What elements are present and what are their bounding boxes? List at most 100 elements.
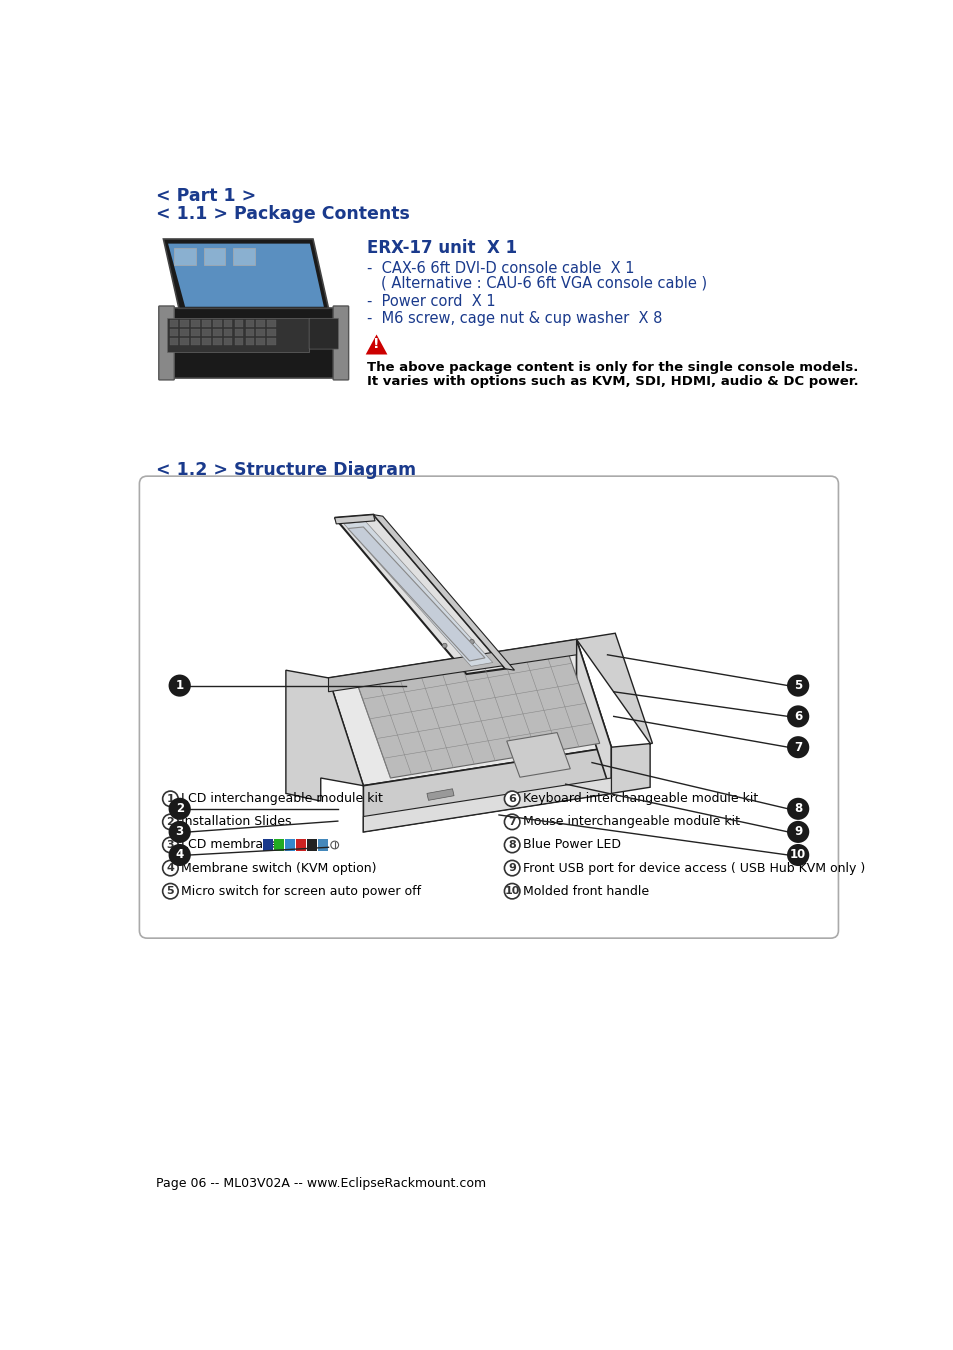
Text: ( Alternative : CAU-6 6ft VGA console cable ): ( Alternative : CAU-6 6ft VGA console ca… [381, 275, 706, 292]
Circle shape [162, 814, 178, 830]
Text: 1: 1 [167, 794, 174, 803]
Polygon shape [335, 514, 375, 524]
FancyBboxPatch shape [317, 838, 328, 850]
Text: -  Power cord  X 1: - Power cord X 1 [367, 294, 496, 309]
FancyBboxPatch shape [163, 308, 344, 378]
FancyBboxPatch shape [224, 339, 233, 346]
FancyBboxPatch shape [307, 838, 316, 850]
Circle shape [787, 799, 807, 819]
FancyBboxPatch shape [233, 248, 254, 265]
Polygon shape [373, 514, 514, 670]
Polygon shape [427, 788, 454, 801]
Polygon shape [286, 670, 363, 801]
Text: Installation Slides: Installation Slides [181, 815, 292, 829]
Text: Micro switch for screen auto power off: Micro switch for screen auto power off [181, 884, 421, 898]
Circle shape [162, 791, 178, 806]
FancyBboxPatch shape [224, 329, 233, 336]
Text: 2: 2 [175, 802, 184, 815]
Text: 9: 9 [508, 863, 516, 873]
Polygon shape [365, 335, 387, 355]
Text: 8: 8 [793, 802, 801, 815]
FancyBboxPatch shape [180, 329, 189, 336]
Text: Keyboard interchangeable module kit: Keyboard interchangeable module kit [522, 792, 758, 806]
Text: 10: 10 [789, 849, 805, 861]
FancyBboxPatch shape [170, 329, 178, 336]
FancyBboxPatch shape [202, 320, 211, 327]
Text: < 1.1 > Package Contents: < 1.1 > Package Contents [156, 205, 410, 223]
Text: 6: 6 [793, 710, 801, 722]
Circle shape [162, 860, 178, 876]
FancyBboxPatch shape [213, 320, 221, 327]
Polygon shape [328, 640, 576, 691]
Text: ERX-17 unit  X 1: ERX-17 unit X 1 [367, 239, 517, 256]
Text: 10: 10 [504, 886, 519, 896]
Text: The above package content is only for the single console models.: The above package content is only for th… [367, 360, 858, 374]
FancyBboxPatch shape [309, 319, 338, 350]
Text: LCD membrane: LCD membrane [181, 838, 278, 852]
Text: Mouse interchangeable module kit: Mouse interchangeable module kit [522, 815, 740, 829]
Text: 4: 4 [175, 849, 184, 861]
FancyBboxPatch shape [180, 320, 189, 327]
Text: 3: 3 [175, 825, 184, 838]
FancyBboxPatch shape [333, 306, 348, 379]
FancyBboxPatch shape [204, 248, 225, 265]
Text: 2: 2 [167, 817, 174, 828]
FancyBboxPatch shape [295, 838, 306, 850]
Text: !: ! [373, 338, 379, 351]
Circle shape [504, 837, 519, 853]
FancyBboxPatch shape [245, 320, 253, 327]
FancyBboxPatch shape [245, 339, 253, 346]
FancyBboxPatch shape [245, 329, 253, 336]
Polygon shape [576, 640, 611, 794]
Polygon shape [328, 640, 611, 786]
FancyBboxPatch shape [174, 248, 195, 265]
Polygon shape [363, 747, 611, 832]
Text: Front USB port for device access ( USB Hub KVM only ): Front USB port for device access ( USB H… [522, 861, 864, 875]
FancyBboxPatch shape [167, 317, 309, 352]
FancyBboxPatch shape [256, 320, 265, 327]
FancyBboxPatch shape [192, 339, 199, 346]
Polygon shape [348, 526, 484, 662]
FancyBboxPatch shape [170, 339, 178, 346]
FancyBboxPatch shape [158, 306, 174, 379]
Polygon shape [335, 514, 505, 674]
Text: 3: 3 [167, 840, 174, 850]
Text: 9: 9 [793, 825, 801, 838]
Text: < 1.2 > Structure Diagram: < 1.2 > Structure Diagram [156, 460, 416, 479]
Text: -  CAX-6 6ft DVI-D console cable  X 1: - CAX-6 6ft DVI-D console cable X 1 [367, 261, 634, 275]
FancyBboxPatch shape [267, 320, 275, 327]
Circle shape [162, 837, 178, 853]
Text: Molded front handle: Molded front handle [522, 884, 648, 898]
FancyBboxPatch shape [267, 329, 275, 336]
FancyBboxPatch shape [202, 329, 211, 336]
Circle shape [787, 737, 807, 757]
Text: -  M6 screw, cage nut & cup washer  X 8: - M6 screw, cage nut & cup washer X 8 [367, 312, 662, 327]
Circle shape [442, 643, 447, 648]
FancyBboxPatch shape [274, 838, 284, 850]
Circle shape [504, 814, 519, 830]
Circle shape [469, 640, 474, 644]
Circle shape [787, 706, 807, 726]
Text: 4: 4 [166, 863, 174, 873]
Polygon shape [344, 521, 493, 667]
Polygon shape [168, 243, 323, 306]
FancyBboxPatch shape [285, 838, 294, 850]
Text: 7: 7 [793, 741, 801, 753]
FancyBboxPatch shape [213, 339, 221, 346]
Text: 7: 7 [508, 817, 516, 828]
Circle shape [504, 883, 519, 899]
Circle shape [162, 883, 178, 899]
Text: Membrane switch (KVM option): Membrane switch (KVM option) [181, 861, 376, 875]
FancyBboxPatch shape [202, 339, 211, 346]
Text: 5: 5 [793, 679, 801, 693]
FancyBboxPatch shape [213, 329, 221, 336]
FancyBboxPatch shape [192, 320, 199, 327]
Text: 8: 8 [508, 840, 516, 850]
Text: LCD interchangeable module kit: LCD interchangeable module kit [181, 792, 383, 806]
Circle shape [170, 822, 190, 842]
Text: 1: 1 [175, 679, 184, 693]
Circle shape [504, 860, 519, 876]
FancyBboxPatch shape [224, 320, 233, 327]
FancyBboxPatch shape [234, 339, 243, 346]
Text: It varies with options such as KVM, SDI, HDMI, audio & DC power.: It varies with options such as KVM, SDI,… [367, 374, 858, 387]
